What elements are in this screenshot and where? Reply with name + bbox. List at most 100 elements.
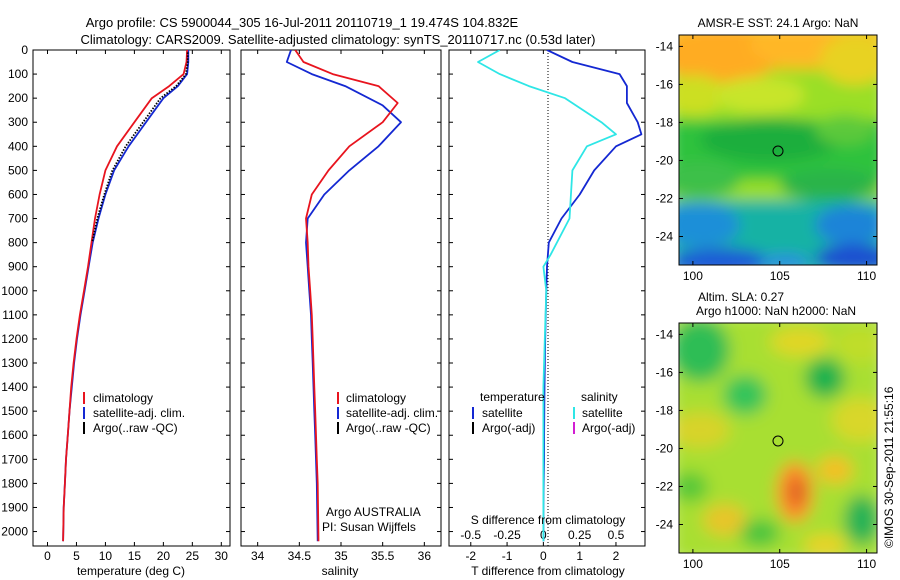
legend-label-argo: Argo(..raw -QC) (93, 421, 178, 435)
s-difference-tick-label: -0.5 (460, 528, 481, 542)
x-tick-label: 15 (128, 549, 142, 563)
argo-raw-line (91, 52, 189, 243)
temperature-plot-frame (32, 49, 231, 547)
salinity-legend: climatology satellite-adj. clim. Argo(..… (337, 391, 438, 435)
map-y-tick-label: -18 (656, 115, 674, 129)
depth-tick-label: 200 (8, 91, 28, 105)
salinity-panel: 34 34.5 35 35.5 36 salinity climatology sate… (240, 49, 442, 578)
x-tick-label: 34 (251, 549, 265, 563)
sst-map-y-ticks: -14 -16 -18 -20 -22 -24 (656, 39, 877, 243)
depth-tick-label: 0 (21, 43, 28, 57)
argo-float-marker (772, 145, 784, 157)
map-x-tick-label: 110 (857, 269, 876, 283)
legend-label-argo: Argo(..raw -QC) (346, 421, 431, 435)
sla-map: Altim. SLA: 0.27 Argo h1000: NaN h2000: … (656, 290, 878, 571)
x-tick-label: 10 (99, 549, 113, 563)
argo-country-note: Argo AUSTRALIA (326, 505, 421, 519)
temperature-x-ticks: 0 5 10 15 20 25 30 (44, 50, 228, 563)
map-y-tick-label: -24 (656, 229, 674, 243)
map-y-tick-label: -18 (656, 403, 674, 417)
figure-title-line1: Argo profile: CS 5900044_305 16-Jul-2011… (86, 15, 519, 30)
sst-map-title: AMSR-E SST: 24.1 Argo: NaN (698, 16, 859, 30)
s-difference-tick-label: 0.5 (608, 528, 625, 542)
depth-tick-label: 800 (8, 236, 28, 250)
satellite-adj-climatology-line (285, 50, 402, 542)
difference-legend: temperature salinity satellite Argo(-adj… (472, 390, 635, 435)
climatology-line (62, 50, 188, 542)
depth-tick-label: 600 (8, 187, 28, 201)
sst-field (679, 35, 877, 265)
map-x-tick-label: 110 (857, 557, 876, 571)
depth-tick-label: 1400 (1, 380, 28, 394)
depth-tick-label: 100 (8, 67, 28, 81)
legend-label-t-argo: Argo(-adj) (482, 421, 535, 435)
sla-map-y-ticks: -14 -16 -18 -20 -22 -24 (656, 327, 877, 531)
legend-label-satellite: satellite-adj. clim. (93, 406, 185, 420)
legend-label-climatology: climatology (346, 391, 406, 405)
temperature-series (62, 50, 190, 542)
x-tick-label: 5 (73, 549, 80, 563)
x-tick-label: 30 (215, 549, 229, 563)
depth-tick-label: 2000 (1, 525, 28, 539)
legend-label-s-satellite: satellite (582, 406, 623, 420)
depth-tick-label: 1300 (1, 356, 28, 370)
x-tick-label: 34.5 (288, 549, 312, 563)
salinity-satellite-difference-line (477, 50, 617, 542)
depth-tick-label: 1700 (1, 452, 28, 466)
t-difference-x-label: T difference from climatology (471, 564, 625, 578)
map-x-tick-label: 105 (770, 557, 790, 571)
map-y-tick-label: -20 (656, 441, 674, 455)
figure-title-line2: Climatology: CARS2009. Satellite-adjuste… (81, 32, 596, 47)
map-y-tick-label: -14 (656, 39, 674, 53)
imos-credit: ©IMOS 30-Sep-2011 21:55:16 (882, 386, 896, 548)
x-tick-label: -2 (465, 549, 476, 563)
x-tick-label: 2 (613, 549, 620, 563)
legend-label-t-satellite: satellite (482, 406, 523, 420)
sst-map: AMSR-E SST: 24.1 Argo: NaN (656, 16, 878, 283)
depth-tick-label: 1500 (1, 404, 28, 418)
argo-pi-note: PI: Susan Wijffels (322, 520, 416, 534)
legend-label-climatology: climatology (93, 391, 153, 405)
difference-panel: -2 -1 0 1 2-0.5 -0.25 0 0.25 0.5 S difference fr… (448, 49, 646, 578)
map-y-tick-label: -24 (656, 517, 674, 531)
depth-tick-label: 400 (8, 139, 28, 153)
map-x-tick-label: 100 (683, 269, 703, 283)
depth-tick-label: 700 (8, 212, 28, 226)
climatology-line (294, 50, 399, 542)
salinity-x-label: salinity (322, 564, 359, 578)
sla-field (679, 323, 877, 553)
x-tick-label: 20 (157, 549, 171, 563)
depth-axis: 0 100 200 300 400 500 600 700 800 900 1000 1100 1200… (1, 43, 645, 539)
map-y-tick-label: -14 (656, 327, 674, 341)
x-tick-label: 0 (44, 549, 51, 563)
x-tick-label: 25 (186, 549, 200, 563)
s-difference-tick-label: 0.25 (568, 528, 592, 542)
x-tick-label: -1 (502, 549, 513, 563)
map-x-tick-label: 105 (770, 269, 790, 283)
temperature-satellite-difference-line (542, 50, 643, 542)
s-difference-title: S difference from climatology (471, 513, 626, 527)
x-tick-label: 35.5 (371, 549, 395, 563)
legend-label-satellite: satellite-adj. clim. (346, 406, 438, 420)
depth-tick-label: 1600 (1, 428, 28, 442)
sst-map-frame (678, 34, 878, 266)
map-x-tick-label: 100 (683, 557, 703, 571)
map-y-tick-label: -22 (656, 479, 674, 493)
temperature-panel: 0 5 10 15 20 25 30 temperature (deg C) climato… (32, 49, 231, 578)
depth-tick-label: 1100 (2, 308, 28, 322)
depth-tick-label: 300 (8, 115, 28, 129)
x-tick-label: 0 (540, 549, 547, 563)
salinity-series (285, 50, 402, 542)
depth-tick-label: 1900 (1, 500, 28, 514)
argo-float-marker (772, 435, 784, 447)
depth-tick-label: 1800 (1, 476, 28, 490)
legend-header-salinity: salinity (581, 390, 618, 404)
map-y-tick-label: -22 (656, 191, 674, 205)
depth-tick-label: 500 (8, 163, 28, 177)
sst-map-x-ticks: 100 105 110 (683, 35, 876, 283)
temperature-legend: climatology satellite-adj. clim. Argo(..… (83, 391, 185, 435)
temperature-x-label: temperature (deg C) (77, 564, 185, 578)
depth-tick-label: 900 (8, 260, 28, 274)
salinity-x-ticks: 34 34.5 35 35.5 36 (251, 50, 431, 563)
sla-map-x-ticks: 100 105 110 (683, 323, 876, 571)
